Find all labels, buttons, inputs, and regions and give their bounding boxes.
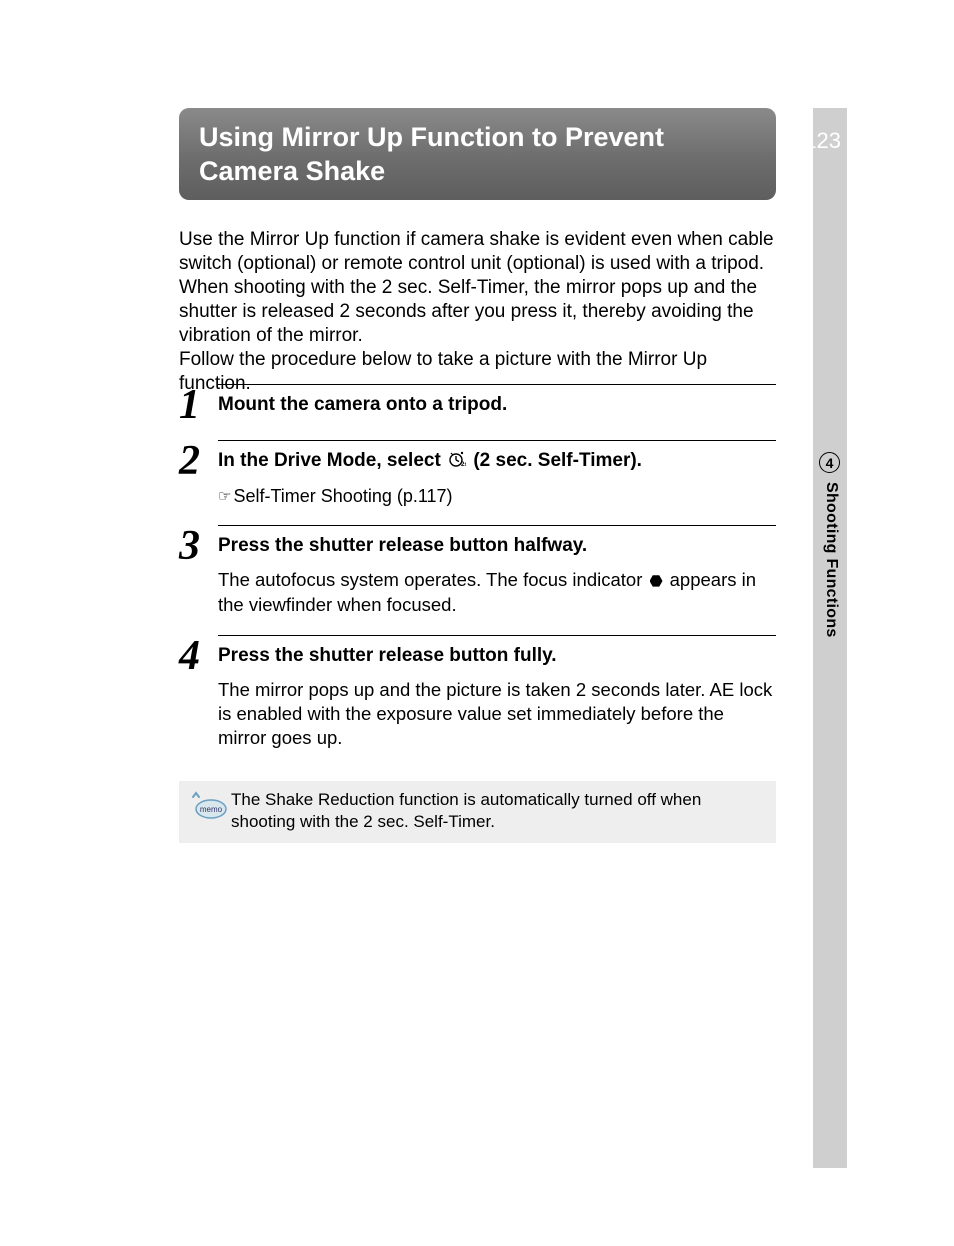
step-1: 1 Mount the camera onto a tripod. bbox=[179, 384, 776, 428]
step-3: 3 Press the shutter release button halfw… bbox=[179, 525, 776, 623]
step-divider bbox=[218, 525, 776, 526]
step-4: 4 Press the shutter release button fully… bbox=[179, 635, 776, 757]
step-2: 2 In the Drive Mode, select 2s (2 sec. S… bbox=[179, 440, 776, 513]
step-number: 3 bbox=[179, 530, 218, 564]
manual-page: 123 4 Shooting Functions Using Mirror Up… bbox=[0, 0, 954, 1246]
side-tab-strip bbox=[813, 108, 847, 1168]
page-title: Using Mirror Up Function to Prevent Came… bbox=[199, 121, 756, 189]
step-title-pre: In the Drive Mode, select bbox=[218, 450, 446, 471]
step-title: Press the shutter release button halfway… bbox=[218, 534, 776, 559]
step-title: In the Drive Mode, select 2s (2 sec. Sel… bbox=[218, 449, 776, 476]
step-number: 4 bbox=[179, 640, 218, 674]
page-number: 123 bbox=[804, 128, 841, 154]
step-description: The autofocus system operates. The focus… bbox=[218, 568, 776, 616]
step-description: The mirror pops up and the picture is ta… bbox=[218, 678, 776, 750]
step-desc-pre: The autofocus system operates. The focus… bbox=[218, 569, 648, 590]
intro-paragraph: Use the Mirror Up function if camera sha… bbox=[179, 228, 776, 396]
step-crossref: ☞Self-Timer Shooting (p.117) bbox=[218, 485, 776, 508]
title-banner: Using Mirror Up Function to Prevent Came… bbox=[179, 108, 776, 200]
step-divider bbox=[218, 440, 776, 441]
step-number: 2 bbox=[179, 445, 218, 479]
chapter-number-badge: 4 bbox=[819, 452, 840, 473]
self-timer-icon: 2s bbox=[448, 452, 466, 473]
svg-text:2s: 2s bbox=[461, 462, 466, 468]
step-divider bbox=[218, 384, 776, 385]
step-sub-text: Self-Timer Shooting (p.117) bbox=[233, 486, 452, 506]
step-title: Press the shutter release button fully. bbox=[218, 644, 776, 669]
memo-icon: memo bbox=[189, 791, 227, 821]
step-title-post: (2 sec. Self-Timer). bbox=[468, 450, 642, 471]
memo-icon-wrap: memo bbox=[185, 789, 231, 821]
memo-label: memo bbox=[200, 805, 223, 814]
section-label: Shooting Functions bbox=[822, 482, 840, 638]
step-number: 1 bbox=[179, 389, 218, 423]
step-divider bbox=[218, 635, 776, 636]
memo-box: memo The Shake Reduction function is aut… bbox=[179, 781, 776, 843]
steps-list: 1 Mount the camera onto a tripod. 2 In t… bbox=[179, 384, 776, 768]
step-title: Mount the camera onto a tripod. bbox=[218, 393, 776, 418]
reference-icon: ☞ bbox=[218, 488, 231, 505]
focus-indicator-icon bbox=[650, 574, 663, 587]
memo-text: The Shake Reduction function is automati… bbox=[231, 789, 766, 833]
